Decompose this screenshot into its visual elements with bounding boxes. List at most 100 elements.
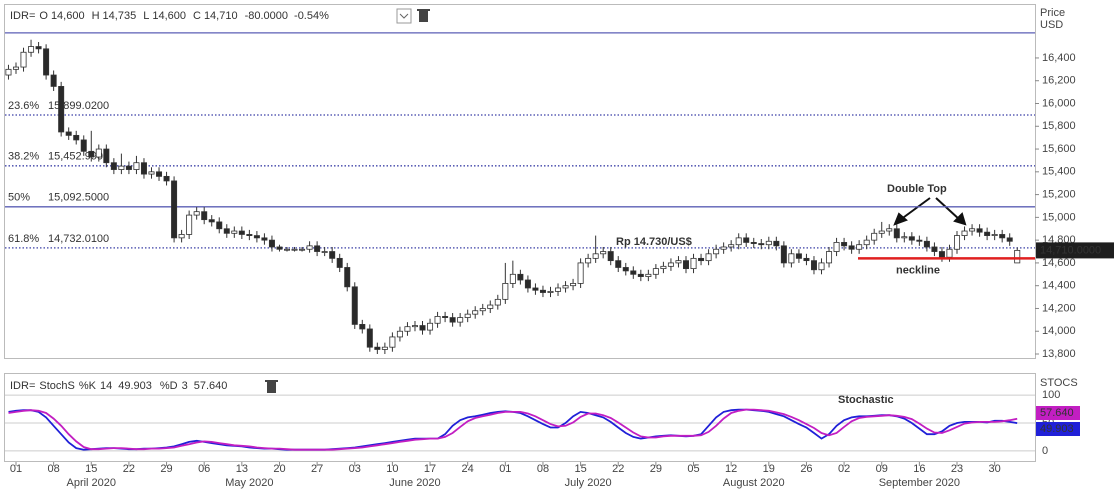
- candle-body: [208, 219, 215, 223]
- candle-body: [622, 267, 629, 272]
- series-name: %K: [79, 380, 97, 392]
- x-tick-label: 13: [236, 463, 248, 475]
- arrow-head: [893, 212, 908, 226]
- candle-body: [253, 235, 260, 239]
- x-tick-label: 15: [574, 463, 586, 475]
- level-pct: 61.8%: [8, 233, 39, 245]
- candle-body: [713, 248, 720, 255]
- annotation: Double Top: [887, 183, 947, 195]
- candle-body: [773, 240, 780, 247]
- candle-body: [517, 273, 524, 281]
- candle-body: [276, 246, 283, 250]
- dropdown-arrow: [399, 13, 409, 19]
- candle-body: [449, 317, 456, 323]
- level-label: 15,092.5000: [48, 192, 109, 204]
- candle-body: [171, 180, 178, 239]
- candle-body: [999, 234, 1006, 239]
- candle-body: [261, 237, 268, 241]
- x-tick-label: 23: [951, 463, 963, 475]
- y2-tick-label: 100: [1042, 389, 1060, 401]
- change-pct: -0.54%: [294, 10, 329, 22]
- candle-body: [381, 346, 388, 350]
- y-tick-label: 13,800: [1042, 348, 1076, 360]
- x-tick-label: 19: [763, 463, 775, 475]
- candle-body: [103, 148, 110, 164]
- candle-body: [125, 165, 132, 170]
- candle-body: [238, 230, 245, 235]
- candle-body: [201, 211, 208, 221]
- candle-body: [916, 239, 923, 242]
- candle-body: [178, 234, 185, 239]
- candle-body: [148, 171, 155, 175]
- candle-body: [299, 248, 306, 251]
- candle-body: [667, 262, 674, 267]
- candle-body: [329, 251, 336, 259]
- month-label: May 2020: [225, 477, 273, 489]
- candle-body: [570, 283, 577, 287]
- x-tick-label: 03: [349, 463, 361, 475]
- candle-body: [878, 230, 885, 234]
- candle-body: [80, 139, 87, 152]
- candle-body: [743, 237, 750, 243]
- field-name: L: [143, 10, 149, 22]
- field-name: O: [39, 10, 48, 22]
- x-tick-label: 15: [85, 463, 97, 475]
- month-label: April 2020: [67, 477, 117, 489]
- dropdown[interactable]: [396, 8, 412, 24]
- candle-body: [946, 248, 953, 258]
- candle-body: [35, 46, 42, 50]
- field-value: 14,600: [152, 10, 186, 22]
- double-top-arrows: [893, 197, 967, 226]
- candle-body: [547, 290, 554, 293]
- field-name: C: [193, 10, 201, 22]
- candle-body: [193, 211, 200, 216]
- candle-body: [841, 242, 848, 247]
- candle-body: [954, 235, 961, 250]
- month-label: July 2020: [565, 477, 612, 489]
- delete-icon[interactable]: [267, 382, 276, 393]
- x-tick-label: 30: [989, 463, 1001, 475]
- arrow: [935, 197, 961, 221]
- candle-body: [186, 214, 193, 235]
- level-pct: 23.6%: [8, 100, 39, 112]
- y2-tick-label: 0: [1042, 445, 1048, 457]
- candle-body: [231, 230, 238, 234]
- candle-body: [690, 257, 697, 270]
- candle-body: [95, 148, 102, 158]
- candle-body: [411, 325, 418, 328]
- x-tick-label: 17: [424, 463, 436, 475]
- candle-body: [780, 245, 787, 264]
- candle-body: [660, 265, 667, 270]
- price-panel: [4, 4, 1036, 359]
- y-tick-label: 15,600: [1042, 143, 1076, 155]
- candle-body: [5, 68, 12, 76]
- last-value-box: [1036, 406, 1080, 420]
- neckline-label: neckline: [896, 264, 940, 276]
- candle-body: [502, 283, 509, 300]
- indicator-title: Stochastic: [838, 394, 894, 406]
- annotation: Rp 14.730/US$: [616, 236, 692, 248]
- candle-body: [427, 322, 434, 331]
- delete-icon[interactable]: [419, 11, 428, 22]
- series-name: %D: [160, 380, 178, 392]
- y-tick-label: 16,000: [1042, 97, 1076, 109]
- last-value-label: 57.640: [1040, 407, 1074, 419]
- candle-body: [833, 242, 840, 252]
- candle-body: [848, 245, 855, 250]
- y-tick-label: 16,400: [1042, 52, 1076, 64]
- candle-body: [555, 287, 562, 292]
- y-tick-label: 14,600: [1042, 257, 1076, 269]
- candle-body: [396, 330, 403, 338]
- candle-body: [652, 268, 659, 275]
- candle-body: [163, 175, 170, 182]
- candle-body: [156, 171, 163, 177]
- x-tick-label: 22: [123, 463, 135, 475]
- candle-body: [735, 237, 742, 246]
- y-tick-label: 14,400: [1042, 280, 1076, 292]
- level-label: 15,899.0200: [48, 100, 109, 112]
- indicator-panel: [4, 373, 1036, 462]
- x-tick-label: 08: [537, 463, 549, 475]
- candle-body: [58, 86, 65, 133]
- x-tick-label: 08: [48, 463, 60, 475]
- candle-body: [344, 267, 351, 288]
